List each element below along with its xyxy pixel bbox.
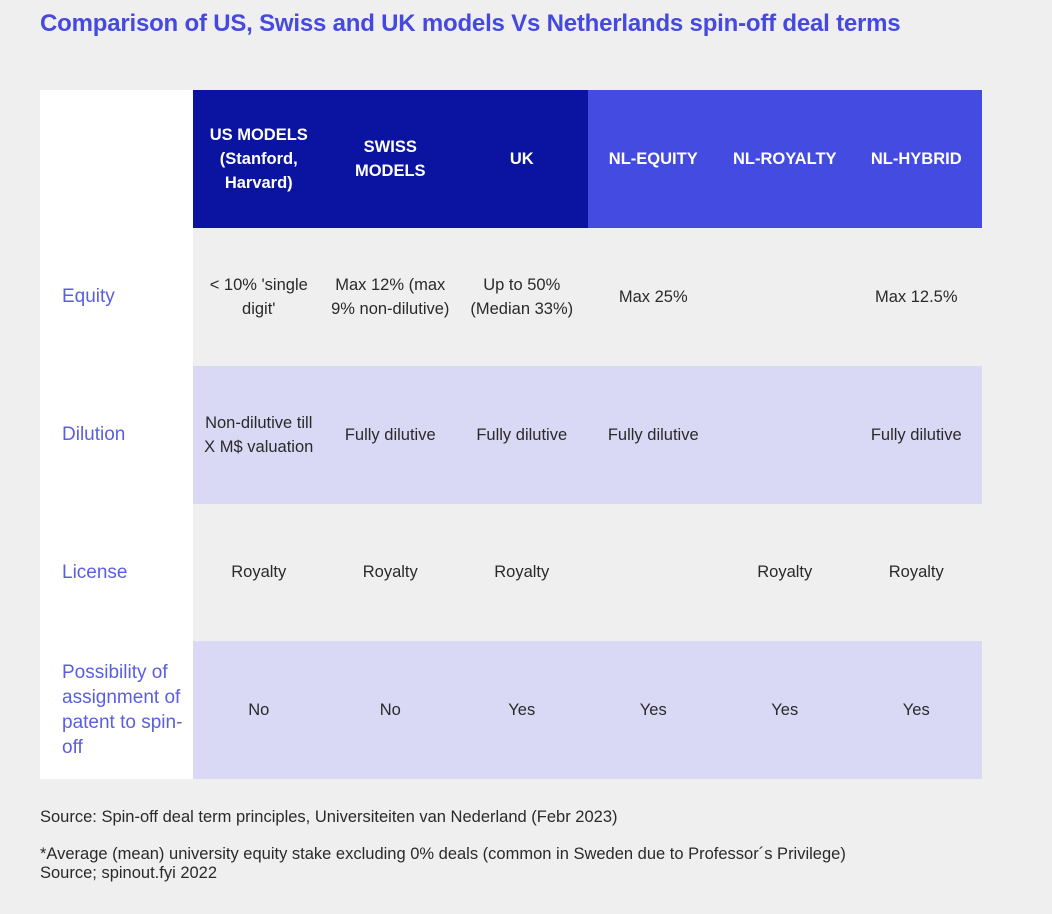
table-cell: Fully dilutive — [587, 365, 719, 504]
table-cell: Royalty — [193, 503, 325, 642]
table-cell: Max 12.5% — [850, 228, 982, 366]
table-cell: Royalty — [324, 503, 456, 642]
table-cell: Fully dilutive — [456, 365, 588, 504]
row-label-assignment: Possibility of assignment of patent to s… — [40, 641, 193, 779]
table-corner — [40, 90, 193, 228]
source-note: Source: Spin-off deal term principles, U… — [40, 808, 618, 826]
table-cell: Max 25% — [587, 228, 719, 366]
table-cell: Up to 50% (Median 33%) — [456, 228, 588, 366]
row-label-license: License — [40, 503, 193, 642]
column-header-nl-hybrid: NL-HYBRID — [850, 90, 982, 228]
table-cell: Royalty — [850, 503, 982, 642]
comparison-table: US MODELS (Stanford, Harvard) SWISS MODE… — [40, 90, 982, 779]
table-cell: Yes — [587, 641, 719, 779]
column-header-uk: UK — [456, 90, 588, 228]
table-cell: Royalty — [719, 503, 851, 642]
table-cell: Yes — [850, 641, 982, 779]
table-cell — [719, 365, 851, 504]
table-cell: Non-dilutive till X M$ valuation — [193, 365, 325, 504]
table-cell: Max 12% (max 9% non-dilutive) — [324, 228, 456, 366]
column-header-us-models: US MODELS (Stanford, Harvard) — [193, 90, 325, 228]
table-cell: Yes — [456, 641, 588, 779]
row-label-equity: Equity — [40, 228, 193, 366]
footnote-line: *Average (mean) university equity stake … — [40, 845, 846, 863]
table-cell — [719, 228, 851, 366]
table-cell — [587, 503, 719, 642]
table-cell: Fully dilutive — [324, 365, 456, 504]
column-header-nl-equity: NL-EQUITY — [587, 90, 719, 228]
table-cell: < 10% 'single digit' — [193, 228, 325, 366]
column-header-swiss-models: SWISS MODELS — [324, 90, 456, 228]
table-cell: No — [193, 641, 325, 779]
row-label-dilution: Dilution — [40, 365, 193, 504]
table-cell: No — [324, 641, 456, 779]
table-cell: Royalty — [456, 503, 588, 642]
table-cell: Fully dilutive — [850, 365, 982, 504]
column-header-nl-royalty: NL-ROYALTY — [719, 90, 851, 228]
table-cell: Yes — [719, 641, 851, 779]
footnote-source: Source; spinout.fyi 2022 — [40, 864, 218, 882]
footnote: *Average (mean) university equity stake … — [40, 845, 846, 883]
page-title: Comparison of US, Swiss and UK models Vs… — [40, 10, 901, 37]
